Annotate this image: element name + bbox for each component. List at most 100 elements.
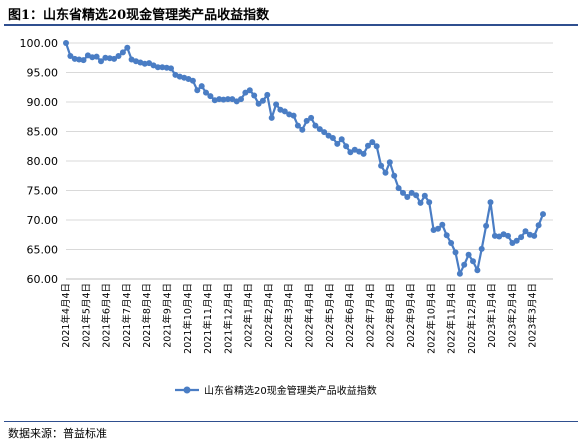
data-point [119, 49, 126, 56]
x-tick-label: 2021年4月4日 [60, 283, 72, 348]
data-point [259, 97, 266, 104]
footer-divider [4, 421, 578, 422]
data-point [264, 91, 271, 98]
data-point [461, 261, 468, 268]
data-point [308, 114, 315, 121]
series-line [64, 42, 545, 275]
data-point [535, 222, 542, 229]
data-point [294, 122, 301, 129]
y-tick-label: 65.00 [27, 244, 59, 257]
data-point [268, 114, 275, 121]
data-point [102, 54, 109, 61]
x-tick-label: 2021年8月4日 [141, 283, 153, 348]
line-chart: 100.00 95.00 90.00 85.00 80.00 75.00 70.00 65.0… [20, 37, 553, 397]
data-point [224, 96, 231, 103]
x-tick-label: 2022年10月4日 [425, 283, 437, 354]
data-point [347, 149, 354, 156]
chart-title: 图1：山东省精选20现金管理类产品收益指数 [8, 8, 270, 23]
gridlines [66, 42, 553, 250]
data-point [474, 267, 481, 274]
y-tick-label: 100.00 [20, 37, 59, 50]
x-tick-label: 2021年7月4日 [121, 283, 133, 348]
data-point [360, 150, 367, 157]
data-point [290, 112, 297, 119]
data-point [251, 92, 258, 99]
data-point [378, 162, 385, 169]
data-point [382, 169, 389, 176]
legend: 山东省精选20现金管理类产品收益指数 [175, 384, 377, 397]
data-point [483, 222, 490, 229]
y-tick-label: 80.00 [27, 155, 59, 168]
x-tick-label: 2022年4月4日 [304, 283, 316, 348]
y-tick-label: 60.00 [27, 273, 59, 286]
data-point [159, 64, 166, 71]
data-point [63, 40, 69, 46]
data-point [417, 199, 424, 206]
y-tick-label: 95.00 [27, 67, 59, 80]
data-point [452, 249, 459, 256]
data-point [111, 55, 118, 62]
data-point [303, 117, 310, 124]
data-point [505, 232, 511, 239]
data-point [435, 225, 441, 232]
x-tick-label: 2021年10月4日 [182, 283, 194, 354]
data-point [124, 44, 131, 51]
data-point [478, 245, 485, 252]
y-tick-label: 70.00 [27, 214, 59, 227]
data-point [443, 232, 450, 239]
source-note: 数据来源：普益标准 [8, 427, 107, 440]
legend-swatch-marker [183, 386, 191, 394]
data-point [391, 172, 398, 179]
data-point [400, 189, 406, 196]
data-point [470, 258, 476, 265]
data-point [67, 53, 74, 59]
data-point [255, 100, 262, 107]
data-point [487, 199, 494, 206]
data-point [465, 251, 472, 258]
data-point [365, 142, 371, 149]
data-point [356, 148, 363, 155]
data-point [220, 96, 227, 103]
data-point [456, 270, 463, 277]
data-point [115, 53, 122, 59]
x-tick-label: 2023年1月4日 [486, 283, 498, 348]
data-point [413, 192, 420, 199]
x-tick-label: 2021年9月4日 [161, 283, 173, 348]
data-point [238, 96, 244, 103]
x-tick-label: 2022年7月4日 [364, 283, 376, 348]
y-tick-label: 90.00 [27, 96, 59, 109]
data-point [93, 53, 100, 60]
data-point [98, 58, 104, 65]
data-point [513, 237, 520, 244]
data-point [395, 185, 402, 192]
data-point [329, 135, 336, 141]
data-point [316, 126, 323, 133]
data-point [146, 60, 153, 67]
x-tick-label: 2022年11月4日 [446, 283, 458, 354]
data-point [80, 57, 87, 64]
data-point [369, 139, 376, 146]
data-point [246, 87, 253, 94]
data-point [408, 189, 415, 196]
x-axis-ticks: 2021年4月4日 2021年5月4日 2021年6月4日 2021年7月4日 2021… [60, 283, 539, 354]
legend-label: 山东省精选20现金管理类产品收益指数 [204, 384, 377, 397]
x-tick-label: 2022年8月4日 [385, 283, 397, 348]
data-point [281, 108, 288, 115]
y-tick-label: 85.00 [27, 126, 59, 139]
data-point [76, 56, 83, 63]
data-point [207, 93, 214, 100]
data-point [386, 159, 393, 166]
data-point [448, 240, 455, 246]
x-tick-label: 2022年3月4日 [283, 283, 295, 348]
data-point [496, 233, 503, 240]
x-tick-label: 2022年2月4日 [263, 283, 275, 348]
x-tick-label: 2021年5月4日 [80, 283, 92, 348]
x-tick-label: 2023年2月4日 [506, 283, 518, 348]
x-tick-label: 2021年11月4日 [202, 283, 214, 354]
data-point [404, 194, 411, 200]
data-point [531, 232, 538, 239]
x-tick-label: 2021年12月4日 [222, 283, 234, 354]
x-tick-label: 2022年6月4日 [344, 283, 356, 348]
data-point [203, 89, 209, 96]
x-tick-label: 2021年6月4日 [101, 283, 113, 348]
